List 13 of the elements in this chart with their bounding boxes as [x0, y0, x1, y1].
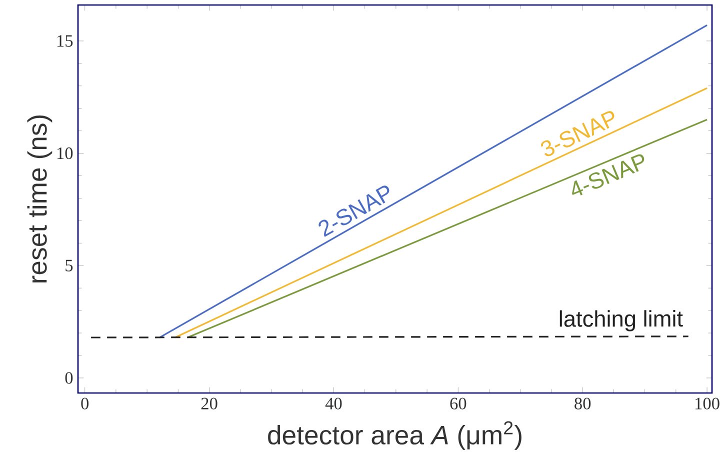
- x-axis-title: detector area A (μm$^{2}$): [268, 421, 522, 450]
- x-tick-label: 60: [450, 398, 466, 410]
- y-axis-title: reset time (ns): [27, 115, 52, 282]
- y-tick-label: 10: [57, 147, 73, 160]
- y-tick-label: 0: [65, 372, 73, 384]
- y-tick-label: 5: [66, 260, 73, 272]
- x-tick-label: 80: [574, 398, 591, 410]
- x-tick-label: 0: [81, 398, 89, 410]
- x-tick-label: 40: [325, 398, 342, 410]
- x-tick-label: 20: [201, 398, 218, 410]
- y-tick-label: 15: [57, 35, 73, 47]
- x-tick-label: 100: [696, 398, 720, 410]
- series-label: latching limit: [560, 310, 683, 332]
